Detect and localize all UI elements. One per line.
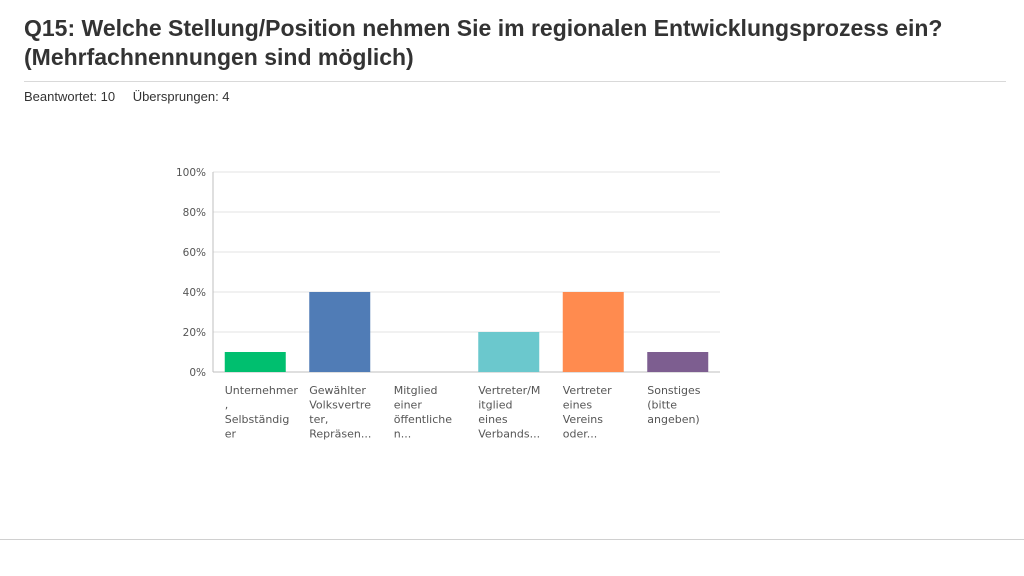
footer-divider [0, 539, 1024, 540]
skipped-count: Übersprungen: 4 [132, 89, 230, 104]
x-tick-label: Mitglied einer öffentliche n... [394, 384, 452, 441]
x-tick-label: Vertreter eines Vereins oder... [563, 384, 612, 441]
x-tick-label: Sonstiges (bitte angeben) [647, 384, 701, 426]
y-tick-label: 100% [176, 167, 206, 179]
y-tick-label: 20% [183, 327, 206, 339]
question-title: Q15: Welche Stellung/Position nehmen Sie… [24, 15, 943, 70]
y-tick-label: 0% [189, 367, 206, 379]
answered-count: Beantwortet: 10 [24, 89, 116, 104]
response-stats: Beantwortet: 10 Übersprungen: 4 [24, 89, 244, 104]
x-tick-label: Vertreter/M itglied eines Verbands... [478, 384, 540, 441]
x-tick-label: Gewählter Volksvertre ter, Repräsen... [309, 384, 371, 441]
bar [224, 352, 286, 372]
bar [647, 352, 709, 372]
bar [562, 292, 624, 372]
y-tick-label: 80% [183, 207, 206, 219]
title-divider [24, 81, 1006, 82]
bar [478, 332, 540, 372]
y-tick-label: 40% [183, 287, 206, 299]
bar [309, 292, 371, 372]
y-tick-label: 60% [183, 247, 206, 259]
bar-chart: 0% 20% 40% 60% 80% 100% Unternehmer, Selbständi… [176, 167, 720, 441]
x-tick-label: Unternehmer, Selbständig er [225, 384, 299, 441]
